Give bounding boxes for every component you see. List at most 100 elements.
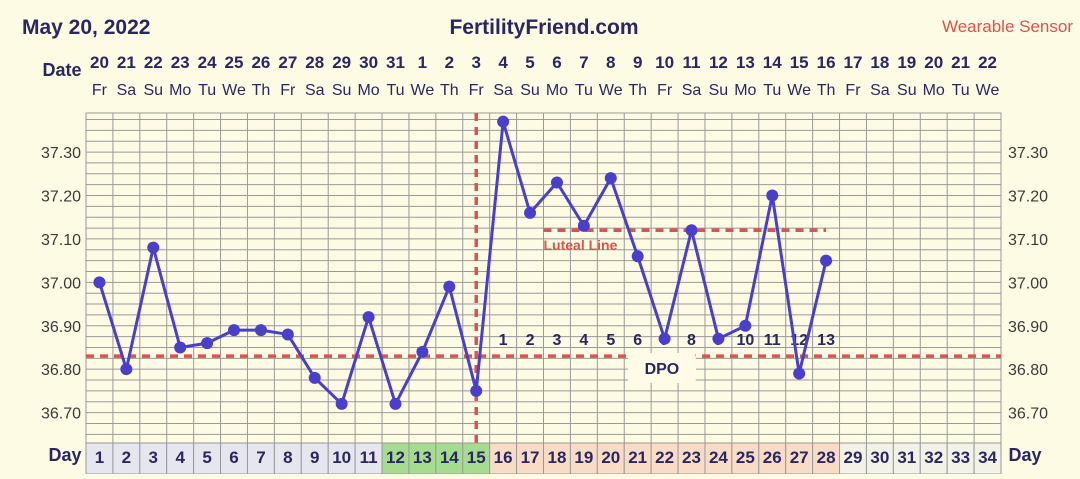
date-row-label: Date [42, 60, 81, 80]
date-number: 25 [225, 53, 244, 72]
date-number: 23 [171, 53, 190, 72]
temperature-point[interactable] [497, 115, 510, 128]
date-number: 27 [278, 53, 297, 72]
temperature-point[interactable] [147, 241, 160, 254]
cycle-day-cell [327, 442, 356, 475]
temperature-point[interactable] [120, 363, 133, 376]
date-number: 18 [870, 53, 889, 72]
date-number: 21 [951, 53, 970, 72]
cycle-day-number: 8 [283, 448, 292, 467]
y-tick-label-right: 37.30 [1008, 145, 1048, 162]
cycle-day-cell [623, 442, 652, 475]
temperature-point[interactable] [739, 319, 752, 332]
cycle-day-number: 26 [763, 448, 782, 467]
cycle-day-cell [462, 442, 491, 475]
temperature-point[interactable] [631, 250, 644, 263]
chart-date-title: May 20, 2022 [22, 16, 150, 39]
day-of-week: We [787, 82, 811, 99]
cycle-day-number: 17 [521, 448, 540, 467]
day-of-week: Mo [357, 82, 379, 99]
cycle-day-number: 33 [951, 448, 970, 467]
dpo-number: 13 [817, 332, 835, 349]
temperature-point[interactable] [335, 397, 348, 410]
day-of-week: Tu [386, 82, 404, 99]
cycle-day-number: 18 [547, 448, 566, 467]
cycle-day-number: 12 [386, 448, 405, 467]
cycle-day-number: 1 [95, 448, 104, 467]
temperature-point[interactable] [93, 276, 106, 289]
y-tick-label-left: 36.70 [41, 406, 81, 423]
date-number: 10 [655, 53, 674, 72]
cycle-day-cell [919, 442, 948, 475]
temperature-point[interactable] [174, 341, 187, 354]
temperature-point[interactable] [604, 172, 617, 185]
y-tick-label-left: 36.90 [41, 319, 81, 336]
day-of-week: We [599, 82, 623, 99]
day-row-label-right: Day [1008, 445, 1041, 465]
temperature-point[interactable] [443, 280, 456, 293]
temperature-point[interactable] [658, 332, 671, 345]
cycle-day-cell [139, 442, 168, 475]
date-number: 20 [90, 53, 109, 72]
day-of-week: Tu [763, 82, 781, 99]
dpo-number: 11 [764, 332, 781, 349]
y-tick-label-left: 36.80 [41, 362, 81, 379]
temperature-point[interactable] [416, 345, 429, 358]
cycle-day-number: 28 [817, 448, 836, 467]
temperature-line [98, 120, 828, 406]
day-of-week: Tu [952, 82, 970, 99]
day-of-week: Sa [117, 82, 137, 99]
cycle-day-number: 19 [574, 448, 593, 467]
cycle-day-number: 29 [844, 448, 863, 467]
temperature-point[interactable] [793, 367, 806, 380]
temperature-point[interactable] [228, 324, 241, 337]
dpo-label-box [627, 353, 696, 383]
cycle-day-number: 24 [709, 448, 728, 467]
temperature-point[interactable] [766, 189, 779, 202]
cycle-day-number: 27 [790, 448, 809, 467]
temperature-point[interactable] [281, 328, 294, 341]
date-number: 13 [736, 53, 755, 72]
cycle-day-number: 16 [494, 448, 513, 467]
date-number: 8 [606, 53, 615, 72]
y-tick-label-right: 36.90 [1008, 319, 1048, 336]
dpo-number: 5 [606, 332, 615, 349]
cycle-day-number: 32 [924, 448, 943, 467]
date-number: 2 [445, 53, 454, 72]
cycle-day-cell [973, 442, 1002, 475]
cycle-day-cell [246, 442, 275, 475]
temperature-point[interactable] [550, 176, 563, 189]
date-number: 21 [117, 53, 136, 72]
temperature-point[interactable] [362, 311, 375, 324]
y-tick-label-right: 37.00 [1008, 275, 1048, 292]
day-row-label-left: Day [48, 445, 81, 465]
y-tick-label-right: 37.10 [1008, 232, 1048, 249]
temperature-point[interactable] [577, 219, 590, 232]
date-number: 30 [359, 53, 378, 72]
temperature-point[interactable] [524, 206, 537, 219]
temperature-point[interactable] [685, 224, 698, 237]
dpo-number: 2 [526, 332, 535, 349]
date-number: 3 [471, 53, 480, 72]
temperature-point[interactable] [201, 337, 214, 350]
temperature-point[interactable] [389, 397, 402, 410]
date-number: 16 [817, 53, 836, 72]
dpo-number: 10 [736, 332, 754, 349]
temperature-point[interactable] [712, 332, 725, 345]
dpo-number: 3 [553, 332, 562, 349]
temperature-point[interactable] [254, 324, 267, 337]
cycle-day-number: 11 [360, 448, 378, 467]
date-number: 20 [924, 53, 943, 72]
cycle-day-number: 23 [682, 448, 701, 467]
temperature-point[interactable] [308, 371, 321, 384]
day-of-week: We [976, 82, 1000, 99]
day-of-week: Mo [169, 82, 191, 99]
day-of-week: Su [520, 82, 540, 99]
day-of-week: Th [817, 82, 836, 99]
date-number: 22 [978, 53, 997, 72]
temperature-point[interactable] [820, 254, 833, 267]
day-of-week: Fr [845, 82, 861, 99]
temperature-point[interactable] [470, 384, 483, 397]
